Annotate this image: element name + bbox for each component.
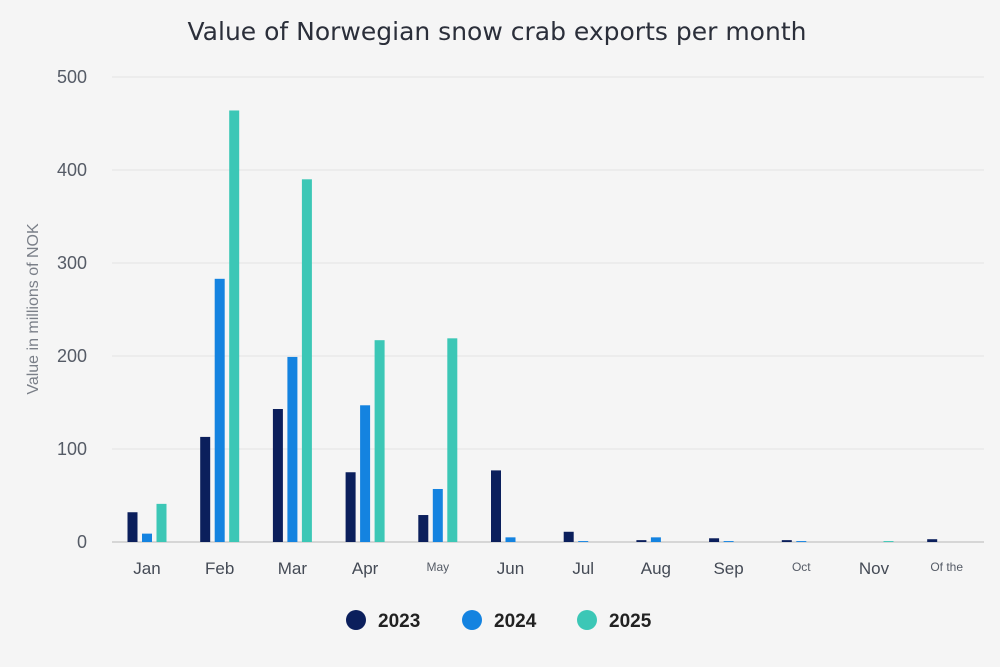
bar-2024-aug <box>650 537 661 542</box>
x-tick-label: Sep <box>713 559 743 578</box>
bars <box>127 110 938 543</box>
bar-2024-may <box>432 488 443 542</box>
bar-2023-may <box>418 515 429 542</box>
bar-2025-may <box>447 338 458 542</box>
bar-2024-feb <box>214 278 225 542</box>
bar-2023-of-the <box>927 539 938 542</box>
x-tick-label: Apr <box>352 559 379 578</box>
bar-2025-feb <box>229 110 240 542</box>
y-tick-label: 500 <box>57 67 87 87</box>
bar-2023-aug <box>636 540 647 542</box>
x-axis-ticks: Jan Feb Mar Apr May Jun Jul Aug Sep Oct Nov Of the <box>133 559 963 578</box>
bar-2023-jun <box>491 470 501 542</box>
bar-2023-feb <box>200 436 211 542</box>
legend-swatch <box>577 610 597 630</box>
x-tick-label: Oct <box>792 560 811 574</box>
legend-item-2025[interactable]: 2025 <box>577 610 652 632</box>
bar-2023-sep <box>709 538 720 542</box>
x-tick-label: May <box>426 560 449 574</box>
legend-label: 2025 <box>609 611 652 632</box>
x-tick-label: Aug <box>641 559 671 578</box>
bar-2023-jul <box>563 531 574 542</box>
legend: 2023 2024 2025 <box>346 610 652 632</box>
legend-swatch <box>346 610 366 630</box>
bar-2023-mar <box>272 409 283 542</box>
legend-item-2023[interactable]: 2023 <box>346 610 420 632</box>
bar-2024-jul <box>578 541 589 542</box>
bar-2023-jan <box>127 512 138 542</box>
chart-title: Value of Norwegian snow crab exports per… <box>188 17 807 46</box>
bar-2025-nov <box>883 541 894 542</box>
legend-item-2024[interactable]: 2024 <box>462 610 537 632</box>
gridlines <box>112 76 984 543</box>
x-tick-label: Of the <box>930 560 963 574</box>
bar-2023-oct <box>781 540 792 542</box>
bar-2024-jan <box>142 533 152 542</box>
y-tick-label: 200 <box>57 346 87 366</box>
bar-2024-mar <box>287 356 298 542</box>
bar-2024-oct <box>796 541 807 542</box>
bar-2024-sep <box>723 541 734 542</box>
y-tick-label: 300 <box>57 253 87 273</box>
legend-swatch <box>462 610 482 630</box>
y-axis-label: Value in millions of NOK <box>25 223 42 395</box>
x-tick-label: Jun <box>497 559 524 578</box>
y-tick-label: 0 <box>77 532 87 552</box>
x-tick-label: Mar <box>278 559 308 578</box>
y-tick-label: 400 <box>57 160 87 180</box>
legend-label: 2023 <box>378 611 420 632</box>
bar-2023-apr <box>345 472 356 542</box>
bar-2025-mar <box>301 179 312 543</box>
y-axis-ticks: 0 100 200 300 400 500 <box>57 67 87 552</box>
y-tick-label: 100 <box>57 439 87 459</box>
x-tick-label: Jul <box>572 559 594 578</box>
legend-label: 2024 <box>494 611 537 632</box>
bar-2024-apr <box>360 405 371 542</box>
bar-2024-jun <box>505 537 516 542</box>
x-tick-label: Feb <box>205 559 234 578</box>
bar-2025-jan <box>156 503 167 542</box>
x-tick-label: Nov <box>859 559 890 578</box>
x-tick-label: Jan <box>133 559 160 578</box>
bar-2025-apr <box>374 340 385 542</box>
